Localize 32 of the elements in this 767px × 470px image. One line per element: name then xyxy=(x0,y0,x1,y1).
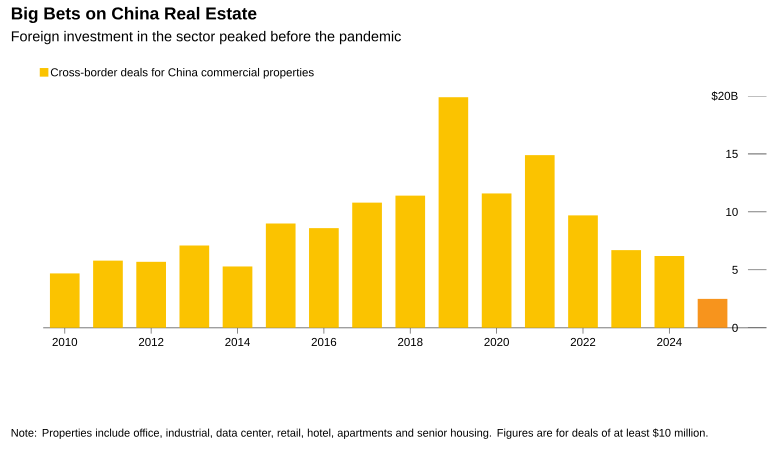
bar xyxy=(698,298,728,328)
x-tick-label: 2016 xyxy=(312,338,336,346)
x-tick-label: 2010 xyxy=(52,338,78,346)
chart-title: Big Bets on China Real Estate xyxy=(12,6,256,23)
bar xyxy=(395,195,426,328)
bar xyxy=(50,273,80,328)
chart-subtitle: Foreign investment in the sector peaked before the pandemic xyxy=(12,30,401,44)
bar xyxy=(93,260,123,328)
bar xyxy=(266,223,296,328)
y-tick-label: 10 xyxy=(726,208,738,216)
x-tick-label: 2018 xyxy=(398,338,423,346)
bar xyxy=(524,154,555,328)
bar xyxy=(222,266,252,328)
bar xyxy=(179,245,210,328)
bar xyxy=(568,215,598,328)
bar xyxy=(136,262,166,328)
legend-label: Cross-border deals for China commercial properties xyxy=(50,68,314,78)
x-tick-label: 2012 xyxy=(138,338,164,346)
y-tick-label: 15 xyxy=(726,150,738,158)
y-tick-label: 5 xyxy=(732,266,738,274)
x-tick-label: 2014 xyxy=(225,338,250,346)
x-tick-label: 2022 xyxy=(570,338,596,346)
bar xyxy=(611,250,642,328)
bar xyxy=(438,96,468,328)
text: Note: Properties include office, industrial, data center, retail, hotel, apartments and senior housing. Figures are for deals of at least $10 million. xyxy=(12,428,708,439)
y-tick-label: $20B xyxy=(712,91,738,100)
bar xyxy=(352,202,382,328)
x-tick-label: 2024 xyxy=(657,338,682,346)
x-tick-label: 2020 xyxy=(484,338,509,346)
bar xyxy=(482,193,512,328)
bar xyxy=(309,228,339,328)
bar xyxy=(654,256,684,328)
